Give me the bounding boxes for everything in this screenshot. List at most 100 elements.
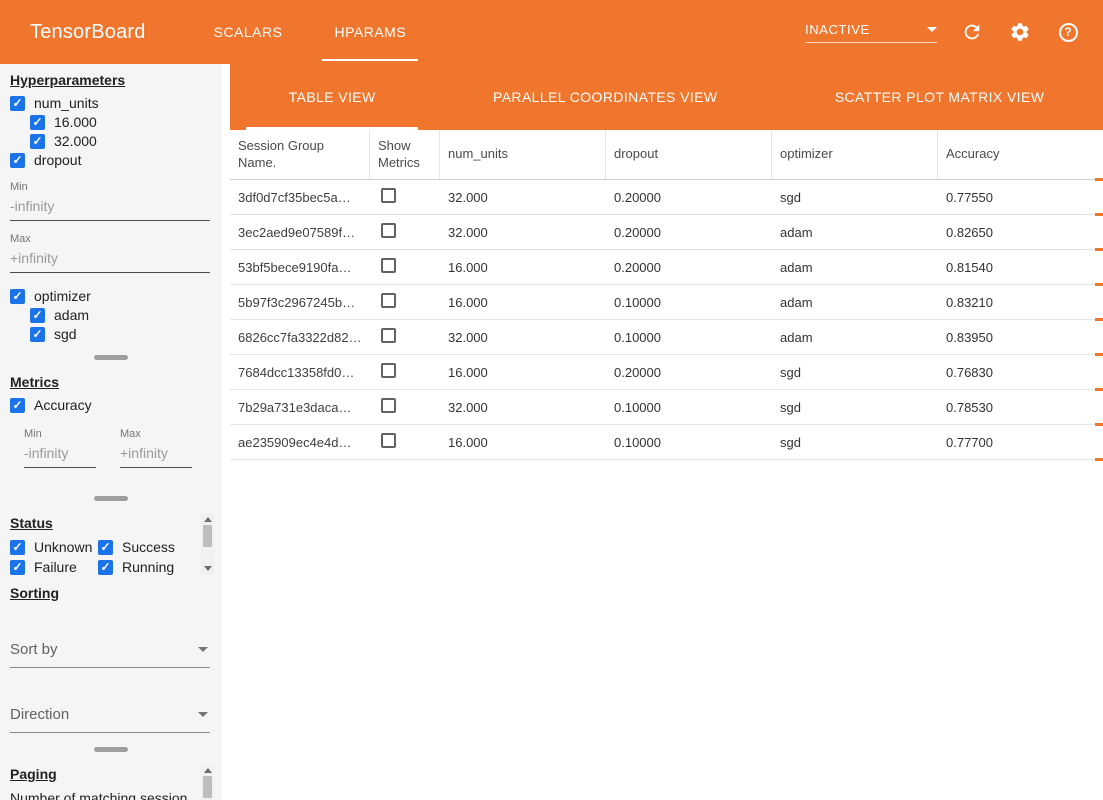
num-units-checkbox[interactable] [10,96,25,111]
cell-num-units: 32.000 [440,400,606,415]
cell-session-group-name: 7b29a731e3daca… [230,400,370,415]
status-scrollbar[interactable] [201,513,214,575]
paging-scrollbar[interactable] [201,764,214,800]
optimizer-checkbox[interactable] [10,289,25,304]
accuracy-checkbox[interactable] [10,398,25,413]
status-failure-checkbox[interactable] [10,560,25,575]
cell-show-metrics [370,363,440,381]
dropout-max-field: Max [10,233,212,273]
status-unknown-checkbox[interactable] [10,540,25,555]
status-row-success[interactable]: Success [98,538,210,556]
cell-num-units: 16.000 [440,435,606,450]
status-row-running[interactable]: Running [98,558,210,576]
pane-resize-handle[interactable] [94,355,128,360]
status-row-failure[interactable]: Failure [10,558,98,576]
header-show-metrics[interactable]: Show Metrics [370,130,440,179]
show-metrics-checkbox[interactable] [381,258,396,273]
optimizer-sgd-checkbox[interactable] [30,327,45,342]
dropout-min-label: Min [10,181,212,193]
num-units-label: num_units [34,95,99,111]
dropout-max-input[interactable] [10,247,210,273]
status-running-checkbox[interactable] [98,560,113,575]
tab-scalars[interactable]: SCALARS [188,0,309,64]
scrollbar-thumb[interactable] [203,776,212,798]
cell-show-metrics [370,293,440,311]
table-row: 7684dcc13358fd0… 16.000 0.20000 sgd 0.76… [230,355,1103,390]
show-metrics-checkbox[interactable] [381,328,396,343]
chevron-down-icon [198,712,208,717]
table-row: 3df0d7cf35bec5a… 32.000 0.20000 sgd 0.77… [230,180,1103,215]
status-success-label: Success [122,539,175,555]
settings-button[interactable] [1007,19,1033,45]
cell-accuracy: 0.82650 [938,225,1103,240]
header-dropout[interactable]: dropout [606,130,772,179]
gear-icon [1009,21,1031,43]
tab-hparams[interactable]: HPARAMS [308,0,432,64]
cell-optimizer: adam [772,330,938,345]
table-row: ae235909ec4e4d… 16.000 0.10000 sgd 0.777… [230,425,1103,460]
header-optimizer[interactable]: optimizer [772,130,938,179]
metric-row-accuracy[interactable]: Accuracy [10,396,212,414]
tab-parallel-coordinates-view[interactable]: PARALLEL COORDINATES VIEW [434,64,776,130]
show-metrics-checkbox[interactable] [381,363,396,378]
metric-min-input[interactable] [24,442,96,468]
table-header: Session Group Name. Show Metrics num_uni… [230,130,1103,180]
paging-pane: Paging Number of matching session groups… [0,758,222,800]
header-accuracy[interactable]: Accuracy [938,130,1103,179]
show-metrics-checkbox[interactable] [381,293,396,308]
sort-by-select[interactable]: Sort by [10,637,210,668]
table-row: 7b29a731e3daca… 32.000 0.10000 sgd 0.785… [230,390,1103,425]
dropout-checkbox[interactable] [10,153,25,168]
hparam-row-num-units-32[interactable]: 32.000 [30,132,212,150]
chevron-down-icon [927,27,937,32]
cell-show-metrics [370,223,440,241]
num-units-16-checkbox[interactable] [30,115,45,130]
hparams-sidebar: Hyperparameters num_units 16.000 32.000 … [0,64,222,800]
show-metrics-checkbox[interactable] [381,433,396,448]
scroll-down-icon[interactable] [204,566,212,571]
show-metrics-checkbox[interactable] [381,223,396,238]
table-row: 3ec2aed9e07589f… 32.000 0.20000 adam 0.8… [230,215,1103,250]
scroll-up-icon[interactable] [204,768,212,773]
hparam-row-optimizer-adam[interactable]: adam [30,306,212,324]
num-units-16-label: 16.000 [54,114,97,130]
status-success-checkbox[interactable] [98,540,113,555]
header-num-units[interactable]: num_units [440,130,606,179]
header-session-group-name[interactable]: Session Group Name. [230,130,370,179]
optimizer-adam-checkbox[interactable] [30,308,45,323]
tab-table-view[interactable]: TABLE VIEW [230,64,434,130]
help-button[interactable]: ? [1055,19,1081,45]
pane-resize-handle[interactable] [94,747,128,752]
optimizer-adam-label: adam [54,307,89,323]
hparam-row-optimizer-sgd[interactable]: sgd [30,325,212,343]
cell-accuracy: 0.77550 [938,190,1103,205]
direction-select[interactable]: Direction [10,702,210,733]
hparam-row-num-units-16[interactable]: 16.000 [30,113,212,131]
show-metrics-checkbox[interactable] [381,188,396,203]
hyperparameters-heading: Hyperparameters [10,72,212,88]
app-title: TensorBoard [30,21,146,44]
hparam-row-optimizer[interactable]: optimizer [10,287,212,305]
session-group-table: 3df0d7cf35bec5a… 32.000 0.20000 sgd 0.77… [230,180,1103,460]
metric-max-input[interactable] [120,442,192,468]
cell-optimizer: sgd [772,435,938,450]
reload-status-dropdown[interactable]: INACTIVE [805,22,937,43]
scroll-up-icon[interactable] [204,517,212,522]
hparam-row-num-units[interactable]: num_units [10,94,212,112]
status-row-unknown[interactable]: Unknown [10,538,98,556]
cell-accuracy: 0.78530 [938,400,1103,415]
show-metrics-checkbox[interactable] [381,398,396,413]
refresh-button[interactable] [959,19,985,45]
cell-num-units: 32.000 [440,190,606,205]
metrics-pane: Metrics Accuracy Min Max [0,366,222,468]
dropout-min-input[interactable] [10,195,210,221]
reload-status-value: INACTIVE [805,22,870,37]
cell-num-units: 32.000 [440,225,606,240]
hparam-row-dropout[interactable]: dropout [10,151,212,169]
scrollbar-thumb[interactable] [203,525,212,547]
num-units-32-checkbox[interactable] [30,134,45,149]
cell-accuracy: 0.81540 [938,260,1103,275]
pane-resize-handle[interactable] [94,496,128,501]
dropout-min-field: Min [10,181,212,221]
tab-scatter-plot-matrix-view[interactable]: SCATTER PLOT MATRIX VIEW [776,64,1103,130]
